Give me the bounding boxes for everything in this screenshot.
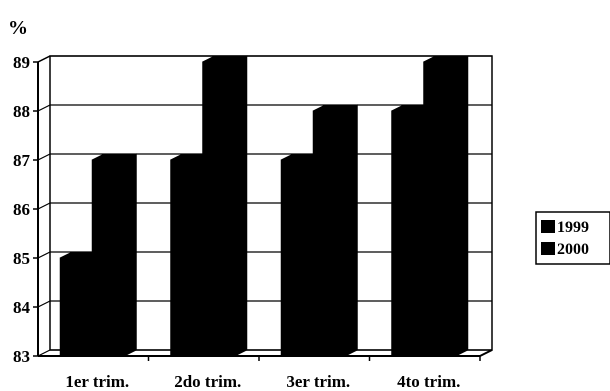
y-tick-label: 88 <box>13 102 30 121</box>
bar-front <box>202 61 236 357</box>
bar-front <box>59 257 93 357</box>
y-tick-label: 87 <box>13 151 31 170</box>
bar-front <box>423 61 457 357</box>
bar-side <box>234 55 248 357</box>
x-tick-label: 2do trim. <box>174 372 241 391</box>
bar-front <box>170 159 204 357</box>
y-tick-label: 85 <box>13 249 30 268</box>
bar-side <box>455 55 469 357</box>
legend-swatch <box>541 242 555 255</box>
bar-side <box>344 104 358 357</box>
legend-label: 1999 <box>557 219 589 236</box>
bar-front <box>280 159 314 357</box>
legend: 1999 2000 <box>535 211 610 265</box>
unit-label: % <box>8 17 28 39</box>
gridline-side <box>37 55 51 63</box>
gridline-side <box>37 251 51 259</box>
bar-side <box>123 153 137 357</box>
gridline-side <box>37 202 51 210</box>
bar-front <box>312 110 346 357</box>
y-tick-label: 83 <box>13 347 30 366</box>
bar <box>91 153 137 357</box>
x-tick-labels: 1er trim. 2do trim. 3er trim. 4to trim. <box>65 372 460 391</box>
gridline-side <box>37 153 51 161</box>
bar-front <box>91 159 125 357</box>
y-tick-label: 89 <box>13 53 30 72</box>
bars <box>59 55 469 357</box>
x-tick-label: 1er trim. <box>65 372 129 391</box>
bar-front <box>391 110 425 357</box>
y-tick-label: 86 <box>13 200 30 219</box>
bar <box>423 55 469 357</box>
gridline-side <box>37 104 51 112</box>
bar <box>312 104 358 357</box>
legend-label: 2000 <box>557 241 589 258</box>
bar <box>202 55 248 357</box>
y-tick-label: 84 <box>13 298 31 317</box>
y-tick-labels: 83 84 85 86 87 88 89 <box>13 53 31 366</box>
floor-right-edge <box>479 349 493 357</box>
x-tick-label: 3er trim. <box>286 372 350 391</box>
x-tick-label: 4to trim. <box>397 372 460 391</box>
legend-swatch <box>541 220 555 233</box>
gridline-side <box>37 300 51 308</box>
